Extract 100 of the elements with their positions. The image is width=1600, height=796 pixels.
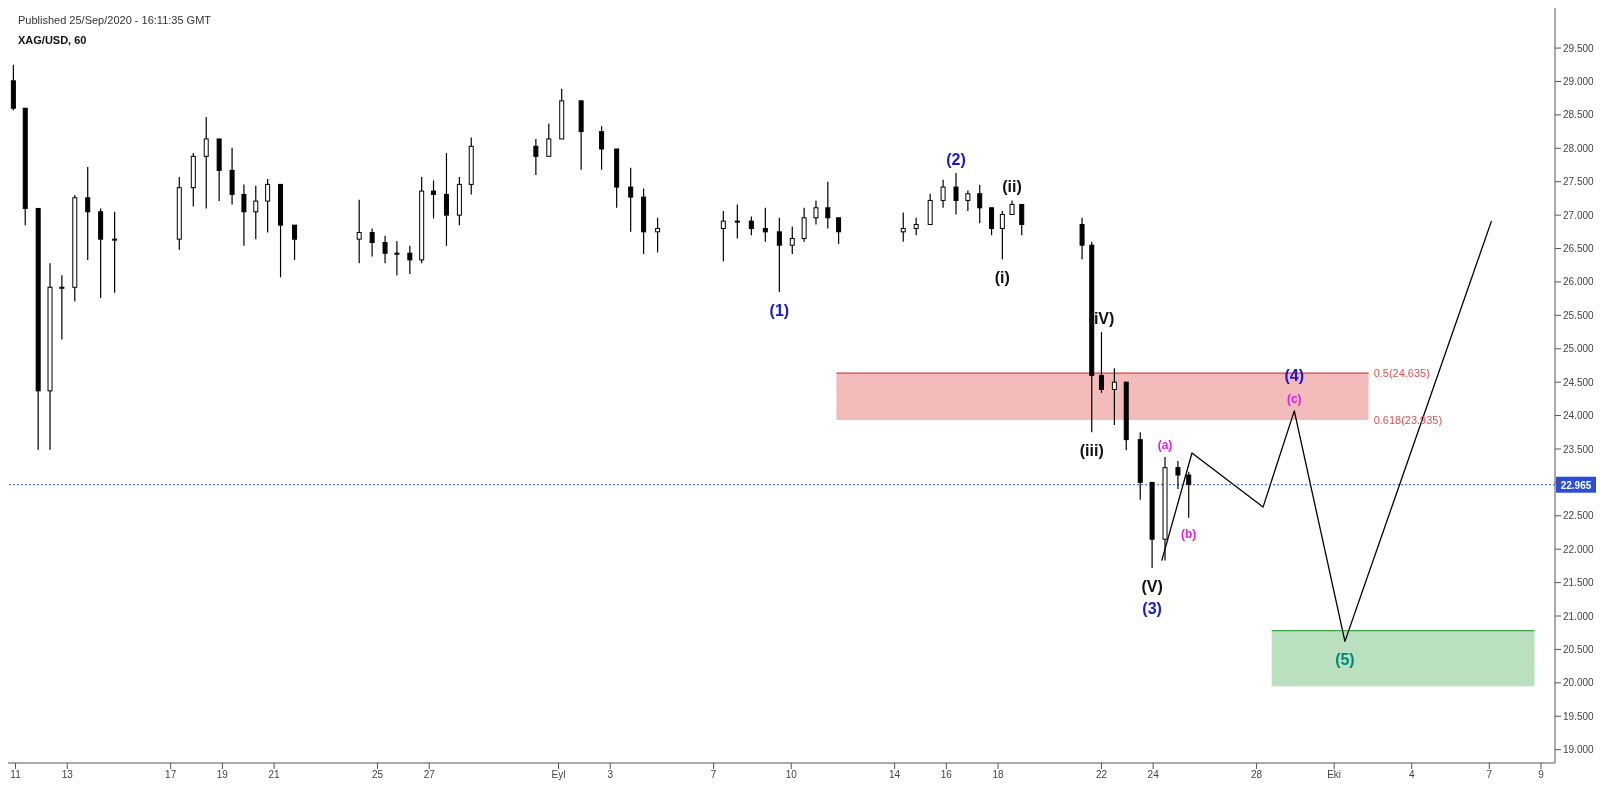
candlestick bbox=[989, 207, 995, 236]
y-tick-label: 22.500 bbox=[1563, 510, 1595, 522]
annotation: (b) bbox=[1181, 526, 1197, 541]
candlestick bbox=[85, 166, 91, 261]
text: XAG/USD, 60 bbox=[18, 34, 87, 46]
candlestick bbox=[431, 179, 437, 220]
candlestick bbox=[789, 225, 795, 255]
x-tick-label: 4 bbox=[1408, 769, 1415, 781]
annotation: (c) bbox=[1286, 391, 1302, 406]
candlestick bbox=[292, 224, 298, 261]
y-tick-label: 28.500 bbox=[1563, 109, 1595, 121]
candlestick bbox=[1186, 471, 1192, 519]
y-tick-label: 25.000 bbox=[1563, 343, 1595, 355]
candlestick bbox=[801, 207, 807, 243]
y-tick-label: 20.000 bbox=[1563, 677, 1595, 689]
candlestick bbox=[977, 184, 983, 224]
x-tick-label: 9 bbox=[1538, 769, 1545, 781]
candlestick bbox=[762, 207, 768, 243]
y-tick-label: 29.500 bbox=[1563, 42, 1595, 54]
annotation: (4) bbox=[1284, 366, 1305, 384]
y-tick-label: 26.500 bbox=[1563, 243, 1595, 255]
x-tick-label: 22 bbox=[1095, 769, 1108, 781]
y-tick-label: 29.000 bbox=[1563, 76, 1595, 88]
candlestick bbox=[776, 217, 782, 293]
candlestick bbox=[407, 245, 413, 275]
candlestick bbox=[253, 185, 259, 240]
candlestick bbox=[836, 217, 842, 245]
candlestick bbox=[369, 227, 375, 258]
y-tick-label: 24.500 bbox=[1563, 376, 1595, 388]
annotation: (2) bbox=[946, 151, 966, 169]
x-tick-label: Eki bbox=[1327, 769, 1342, 781]
candlestick bbox=[599, 125, 605, 171]
candlestick bbox=[533, 138, 539, 176]
candlestick bbox=[748, 215, 754, 236]
x-tick-label: 13 bbox=[61, 769, 74, 781]
annotation: Published 25/Sep/2020 - 16:11:35 GMT bbox=[18, 14, 212, 26]
y-tick-label: 19.000 bbox=[1563, 744, 1595, 756]
annotation: (1) bbox=[769, 301, 790, 319]
candlestick bbox=[443, 152, 449, 247]
candlestick bbox=[112, 211, 118, 294]
candlestick bbox=[382, 235, 388, 264]
annotation: (a) bbox=[1157, 437, 1173, 452]
x-tick-label: 24 bbox=[1147, 769, 1160, 781]
y-tick-label: 26.000 bbox=[1563, 276, 1595, 288]
candlestick bbox=[813, 199, 819, 226]
candlestick bbox=[546, 122, 552, 157]
x-tick-label: 3 bbox=[607, 769, 614, 781]
x-tick-label: 17 bbox=[165, 769, 177, 781]
candlestick bbox=[1098, 331, 1104, 394]
y-tick-label: 27.000 bbox=[1563, 209, 1595, 221]
x-tick-label: 11 bbox=[10, 769, 22, 781]
y-tick-label: 21.500 bbox=[1563, 577, 1595, 589]
annotation: (iii) bbox=[1079, 442, 1104, 460]
ref-line-label: 22.965 bbox=[1560, 479, 1592, 491]
y-tick-label: 28.000 bbox=[1563, 142, 1595, 154]
candlestick bbox=[953, 172, 959, 216]
candlestick bbox=[1111, 367, 1117, 426]
candlestick bbox=[734, 203, 740, 240]
annotation: (3) bbox=[1142, 599, 1162, 617]
y-tick-label: 24.000 bbox=[1563, 410, 1595, 422]
candlestick bbox=[241, 183, 247, 247]
candlestick bbox=[900, 211, 906, 243]
y-tick-label: 19.500 bbox=[1563, 710, 1595, 722]
candlestick bbox=[1079, 217, 1085, 260]
y-tick-label: 25.500 bbox=[1563, 309, 1595, 321]
candlestick bbox=[940, 179, 946, 209]
candlestick bbox=[394, 240, 400, 276]
x-tick-label: 18 bbox=[992, 769, 1005, 781]
x-tick-label: 10 bbox=[785, 769, 798, 781]
candlestick bbox=[203, 116, 209, 210]
x-tick-label: Eyl bbox=[551, 769, 566, 781]
x-tick-label: 25 bbox=[371, 769, 384, 781]
candlestick bbox=[965, 189, 971, 212]
candlestick bbox=[1019, 203, 1025, 236]
candlestick bbox=[999, 210, 1005, 260]
annotation: 0.5(24.635) bbox=[1373, 367, 1430, 380]
annotation: (i) bbox=[994, 269, 1010, 287]
x-tick-label: 16 bbox=[940, 769, 953, 781]
annotation: (V) bbox=[1141, 577, 1163, 595]
x-tick-label: 27 bbox=[423, 769, 436, 781]
candlestick bbox=[720, 210, 726, 262]
y-tick-label: 21.000 bbox=[1563, 610, 1595, 622]
candlestick bbox=[655, 217, 661, 254]
x-tick-label: 21 bbox=[268, 769, 281, 781]
x-tick-label: 14 bbox=[889, 769, 901, 781]
y-tick-label: 27.500 bbox=[1563, 176, 1595, 188]
candlestick bbox=[825, 181, 831, 230]
candlestick bbox=[356, 199, 362, 264]
y-tick-label: 20.500 bbox=[1563, 643, 1595, 655]
candlestick bbox=[265, 178, 271, 234]
x-tick-label: 7 bbox=[1486, 769, 1493, 781]
candlestick bbox=[1175, 460, 1181, 490]
y-tick-label: 22.000 bbox=[1563, 543, 1595, 555]
x-tick-label: 7 bbox=[710, 769, 717, 781]
x-tick-label: 19 bbox=[216, 769, 229, 781]
x-tick-label: 28 bbox=[1251, 769, 1263, 781]
candlestick bbox=[59, 274, 65, 340]
y-tick-label: 23.500 bbox=[1563, 443, 1595, 455]
candlestick bbox=[628, 167, 634, 233]
annotation: (ii) bbox=[1002, 178, 1022, 196]
